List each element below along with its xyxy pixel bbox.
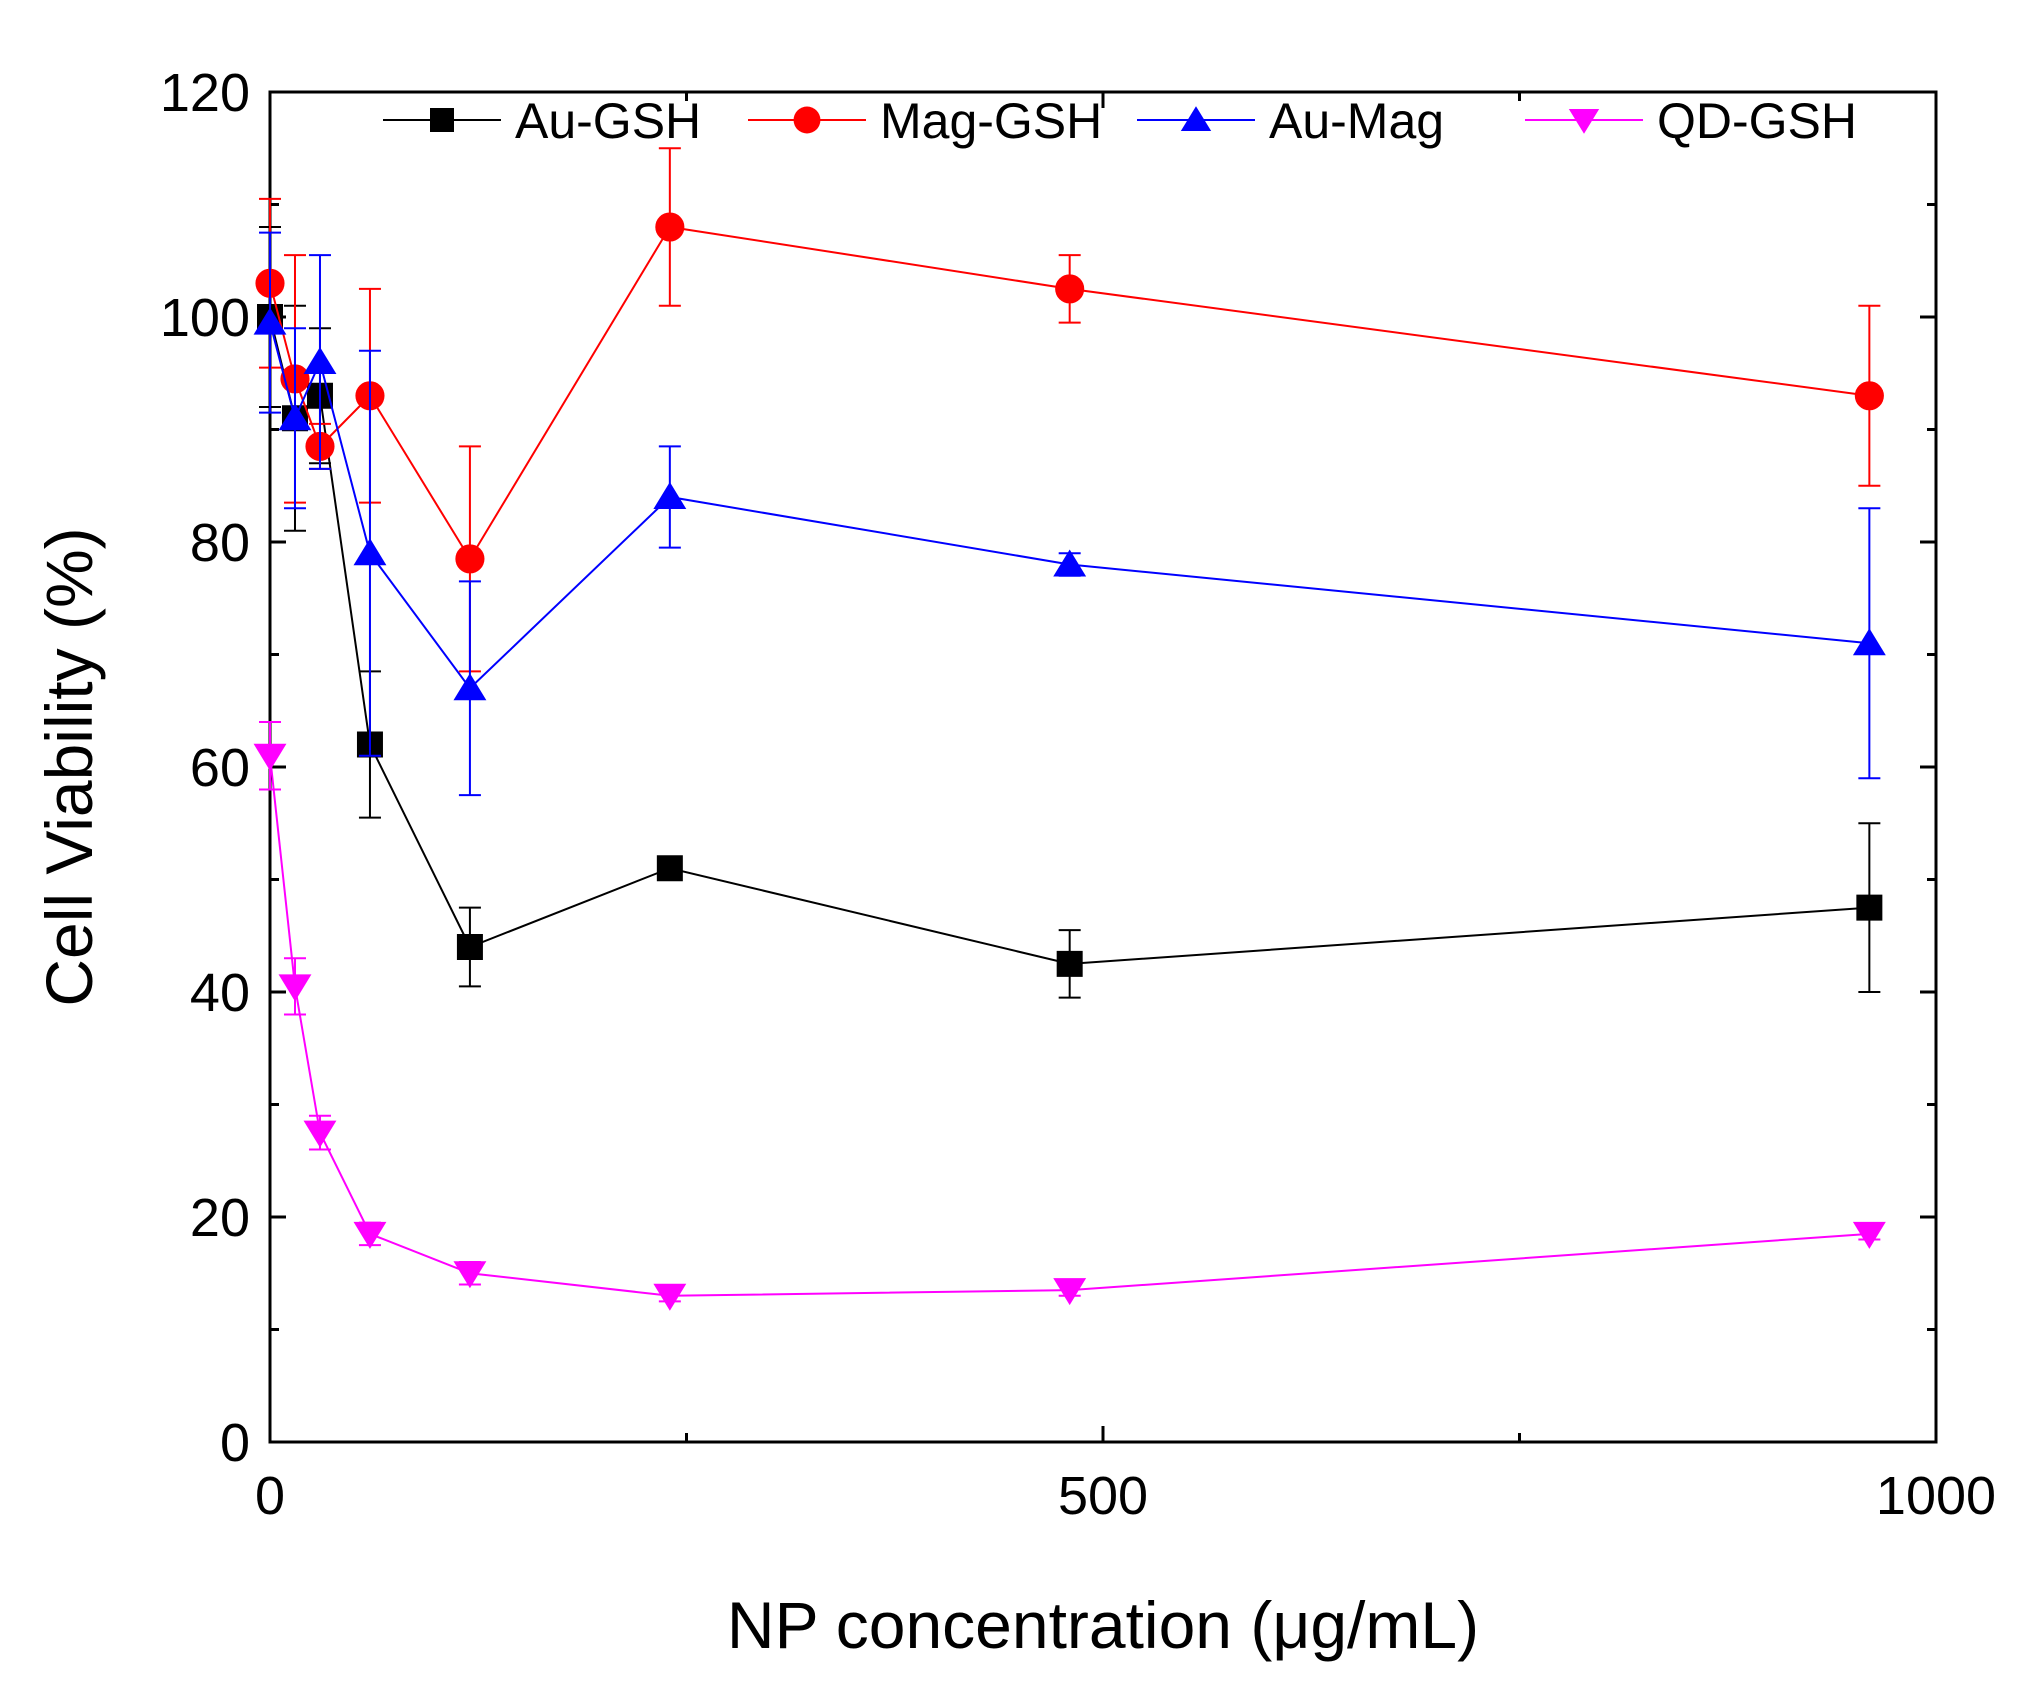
legend-marker-qd-gsh — [1568, 108, 1600, 134]
data-point-qd-gsh — [253, 743, 287, 771]
series-qd-gsh — [253, 721, 1886, 1311]
data-point-qd-gsh — [453, 1261, 487, 1289]
data-point-qd-gsh — [653, 1283, 687, 1311]
y-tick-label-120: 120 — [160, 63, 250, 123]
data-point-au-gsh — [456, 934, 483, 960]
y-tick-label-60: 60 — [190, 738, 250, 798]
data-point-au-gsh — [1856, 894, 1883, 921]
series-layer — [253, 147, 1886, 1311]
legend-item-qd-gsh: QD-GSH — [1525, 93, 1857, 149]
data-point-au-mag — [278, 403, 312, 431]
data-point-mag-gsh — [655, 212, 685, 242]
data-point-au-mag — [253, 307, 287, 335]
y-tick-label-0: 0 — [220, 1413, 250, 1473]
data-point-qd-gsh — [1852, 1221, 1886, 1249]
x-axis-title: NP concentration (μg/mL) — [727, 1588, 1479, 1662]
series-line-au-mag — [269, 322, 1870, 690]
data-point-au-mag — [303, 347, 337, 374]
legend-marker-au-mag — [1180, 106, 1212, 132]
legend-item-mag-gsh: Mag-GSH — [748, 93, 1102, 149]
series-mag-gsh — [255, 147, 1884, 673]
data-point-au-mag — [1053, 549, 1087, 577]
series-line-au-gsh — [269, 316, 1870, 965]
legend-label-mag-gsh: Mag-GSH — [880, 93, 1102, 149]
data-point-qd-gsh — [303, 1120, 337, 1148]
plot-frame — [268, 90, 1938, 1444]
legend-marker-au-gsh — [430, 108, 454, 132]
data-point-au-gsh — [1056, 950, 1083, 977]
series-au-mag — [253, 231, 1886, 797]
legend: Au-GSH Mag-GSH Au-Mag QD-GSH — [383, 93, 1857, 149]
legend-marker-mag-gsh — [793, 106, 821, 134]
y-tick-label-40: 40 — [190, 963, 250, 1023]
x-tick-label-1000: 1000 — [1876, 1466, 1996, 1526]
data-point-au-mag — [1852, 628, 1886, 656]
x-tick-label-500: 500 — [1058, 1466, 1148, 1526]
y-tick-label-80: 80 — [190, 513, 250, 573]
y-tick-label-100: 100 — [160, 288, 250, 348]
data-point-au-mag — [353, 538, 387, 566]
data-point-qd-gsh — [278, 974, 312, 1002]
series-line-qd-gsh — [269, 755, 1870, 1297]
data-point-mag-gsh — [1854, 381, 1884, 411]
data-point-qd-gsh — [353, 1221, 387, 1249]
data-point-qd-gsh — [1053, 1278, 1087, 1306]
data-point-mag-gsh — [1055, 274, 1085, 304]
legend-label-qd-gsh: QD-GSH — [1657, 93, 1857, 149]
data-point-au-gsh — [656, 855, 683, 882]
y-tick-label-20: 20 — [190, 1188, 250, 1248]
legend-item-au-gsh: Au-GSH — [383, 93, 701, 149]
x-tick-label-0: 0 — [255, 1466, 285, 1526]
legend-label-au-mag: Au-Mag — [1269, 93, 1444, 149]
y-axis-title: Cell Viability (%) — [32, 527, 106, 1006]
data-point-mag-gsh — [455, 544, 485, 574]
data-point-au-mag — [453, 673, 487, 701]
legend-label-au-gsh: Au-GSH — [515, 93, 701, 149]
series-au-gsh — [257, 226, 1883, 999]
legend-item-au-mag: Au-Mag — [1137, 93, 1444, 149]
data-point-au-mag — [653, 482, 687, 509]
axes: 0 20 40 60 80 100 120 0 500 1000 — [160, 63, 1996, 1526]
